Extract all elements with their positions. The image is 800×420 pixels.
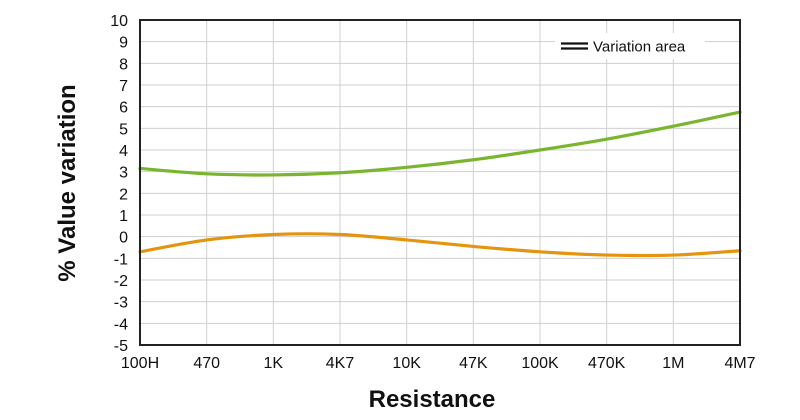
y-tick-label: 8 [119,56,128,73]
series-line-1 [138,110,742,177]
y-tick-label: 0 [119,230,128,247]
x-tick-label: 10K [392,355,421,372]
x-tick-label: 100H [121,355,159,372]
x-tick-label: 470K [588,355,626,372]
y-tick-label: 9 [119,35,128,52]
plot-frame [139,19,741,346]
legend-box [555,33,705,59]
y-tick-label: 1 [119,208,128,225]
y-tick-label: -2 [114,273,128,290]
y-tick-label: 5 [119,121,128,138]
y-tick-label: 10 [110,13,128,30]
y-tick-label: -3 [114,295,128,312]
y-tick-label: 2 [119,186,128,203]
x-tick-label: 470 [193,355,220,372]
x-tick-label: 1K [264,355,284,372]
x-tick-label: 4M7 [724,355,755,372]
y-tick-label: -5 [114,338,128,355]
plot-background [140,20,740,345]
y-axis-title: % Value variation [54,84,81,281]
x-tick-label: 1M [662,355,684,372]
x-tick-labels: 100H 470 1K 4K7 10K 47K 100K 470K 1M 4M7 [121,355,756,372]
x-tick-label: 100K [521,355,559,372]
y-tick-label: 6 [119,100,128,117]
x-tick-label: 4K7 [326,355,355,372]
y-tick-label: 7 [119,78,128,95]
series-group [138,110,742,258]
legend-label: Variation area [593,39,686,56]
y-tick-label: 3 [119,165,128,182]
series-line-2 [138,232,742,258]
x-axis-title: Resistance [369,386,496,413]
y-tick-label: -1 [114,251,128,268]
x-tick-label: 47K [459,355,488,372]
legend: Variation area [555,33,705,59]
y-tick-label: 4 [119,143,128,160]
y-tick-label: -4 [114,316,128,333]
